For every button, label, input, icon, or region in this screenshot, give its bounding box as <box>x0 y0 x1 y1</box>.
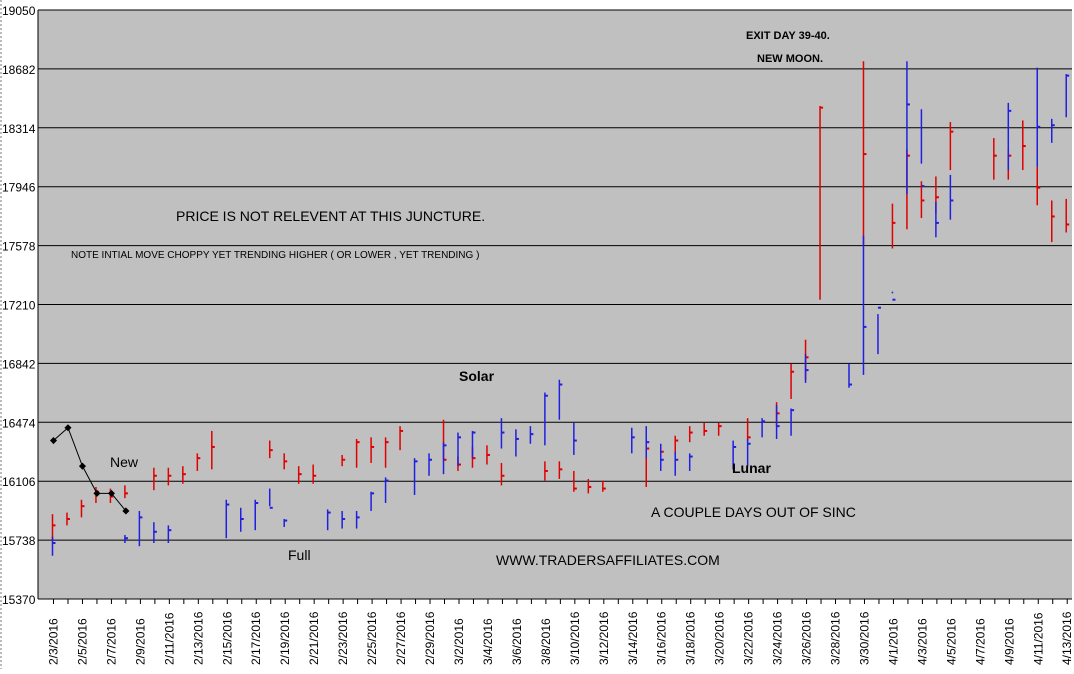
x-tick-label: 2/27/2016 <box>394 611 408 665</box>
x-tick-label: 3/24/2016 <box>771 611 785 665</box>
y-tick-label: 15738 <box>2 534 36 548</box>
annotation-solar: Solar <box>459 368 495 384</box>
y-tick-label: 16106 <box>2 475 36 489</box>
x-tick-label: 2/21/2016 <box>307 611 321 665</box>
annotation-exit-day: EXIT DAY 39-40. <box>746 30 830 42</box>
x-tick-label: 3/22/2016 <box>742 611 756 665</box>
x-tick-label: 4/1/2016 <box>886 618 900 665</box>
x-tick-label: 3/12/2016 <box>597 611 611 665</box>
x-tick-label: 3/10/2016 <box>568 611 582 665</box>
annotation-full: Full <box>288 547 311 563</box>
annotation-price-note: PRICE IS NOT RELEVENT AT THIS JUNCTURE. <box>176 208 485 224</box>
x-tick-label: 3/20/2016 <box>713 611 727 665</box>
x-tick-label: 2/15/2016 <box>220 611 234 665</box>
annotation-website: WWW.TRADERSAFFILIATES.COM <box>496 552 720 568</box>
x-tick-label: 2/5/2016 <box>75 618 89 665</box>
y-tick-label: 19050 <box>2 4 36 18</box>
x-tick-label: 2/7/2016 <box>104 618 118 665</box>
y-tick-label: 16474 <box>2 416 36 430</box>
x-tick-label: 4/13/2016 <box>1060 611 1074 665</box>
x-tick-label: 2/29/2016 <box>423 611 437 665</box>
x-tick-label: 2/23/2016 <box>336 611 350 665</box>
x-tick-label: 2/3/2016 <box>47 618 61 665</box>
x-tick-label: 3/8/2016 <box>539 618 553 665</box>
annotation-new: New <box>110 454 139 470</box>
x-tick-label: 2/13/2016 <box>191 611 205 665</box>
annotation-new-moon: NEW MOON. <box>757 53 823 65</box>
x-tick-label: 3/26/2016 <box>800 611 814 665</box>
x-tick-label: 3/18/2016 <box>684 611 698 665</box>
y-tick-label: 17946 <box>2 181 36 195</box>
x-tick-label: 3/2/2016 <box>452 618 466 665</box>
y-tick-label: 18314 <box>2 122 36 136</box>
y-tick-label: 15370 <box>2 593 36 607</box>
x-tick-label: 2/25/2016 <box>365 611 379 665</box>
x-tick-label: 3/14/2016 <box>626 611 640 665</box>
y-tick-label: 16842 <box>2 357 36 371</box>
annotation-trend-note: NOTE INTIAL MOVE CHOPPY YET TRENDING HIG… <box>71 250 479 261</box>
x-tick-label: 2/9/2016 <box>133 618 147 665</box>
x-tick-label: 2/17/2016 <box>249 611 263 665</box>
x-tick-label: 3/16/2016 <box>655 611 669 665</box>
x-tick-label: 3/30/2016 <box>857 611 871 665</box>
y-tick-label: 18682 <box>2 63 36 77</box>
x-tick-label: 4/5/2016 <box>944 618 958 665</box>
x-tick-label: 3/4/2016 <box>481 618 495 665</box>
x-tick-label: 4/7/2016 <box>973 618 987 665</box>
y-tick-label: 17578 <box>2 240 36 254</box>
x-tick-label: 2/19/2016 <box>278 611 292 665</box>
annotation-sinc: A COUPLE DAYS OUT OF SINC <box>651 504 856 520</box>
x-tick-label: 3/28/2016 <box>829 611 843 665</box>
x-tick-label: 4/9/2016 <box>1002 618 1016 665</box>
x-tick-label: 4/11/2016 <box>1031 612 1045 665</box>
x-tick-label: 2/11/2016 <box>162 612 176 665</box>
annotation-lunar: Lunar <box>732 460 771 476</box>
x-tick-label: 4/3/2016 <box>915 618 929 665</box>
x-tick-label: 3/6/2016 <box>510 618 524 665</box>
y-tick-label: 17210 <box>2 299 36 313</box>
